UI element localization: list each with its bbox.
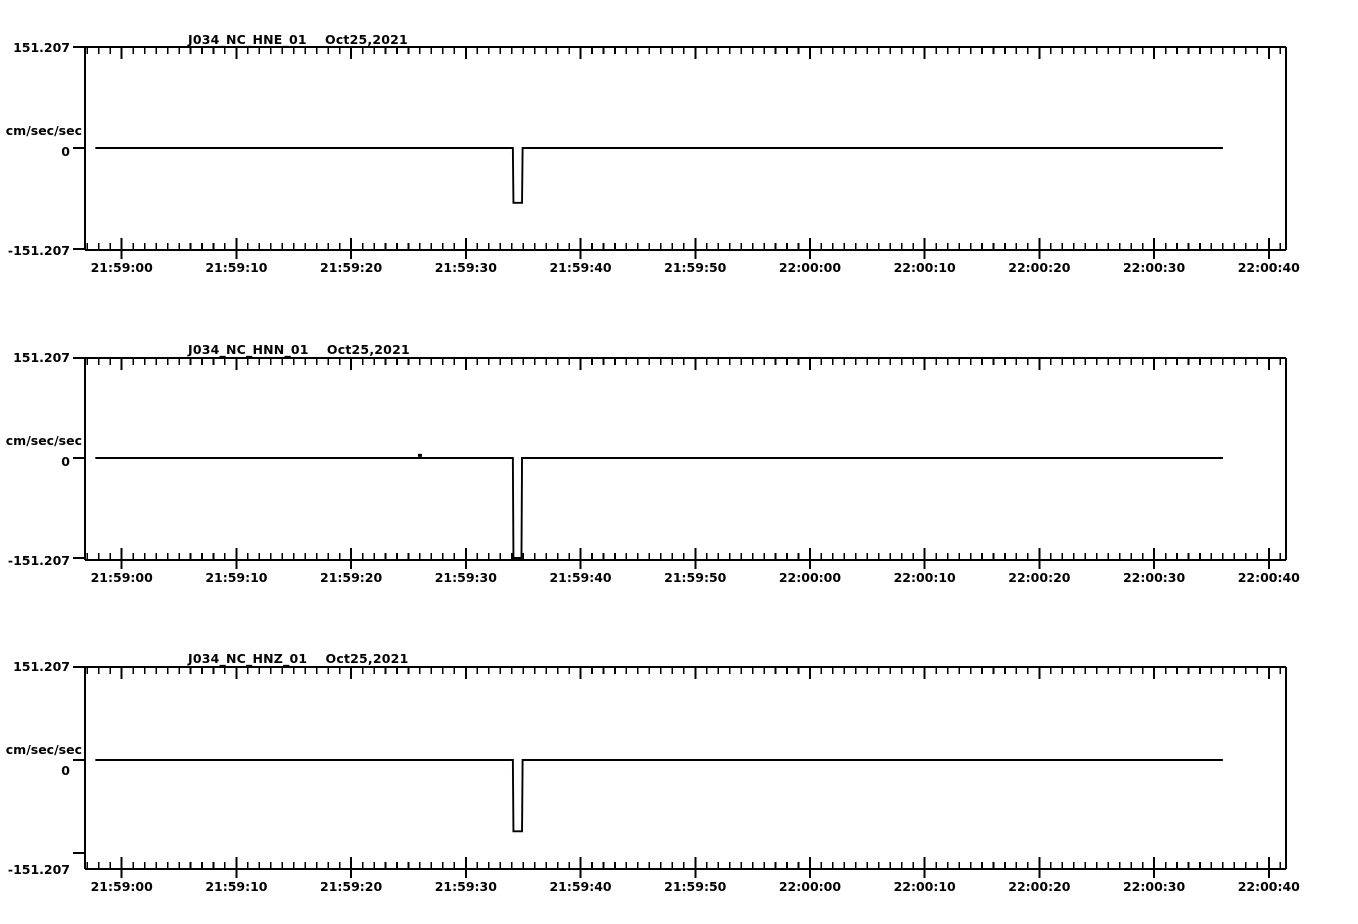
seismogram-panel-hne: J034_NC_HNE_01 Oct25,2021 151.207 cm/sec… (0, 0, 1358, 300)
axis-ticks-hne (73, 46, 1282, 259)
waveform-trace-hnz (95, 759, 1223, 833)
axis-ticks-hnn (73, 357, 1282, 569)
x-axis-tick-labels-hne: 21:59:00 21:59:10 21:59:20 21:59:30 21:59:40… (91, 260, 1301, 275)
x-tick-label: 21:59:30 (435, 260, 497, 275)
axes-frame-hnn (84, 357, 1287, 561)
x-tick-label: 21:59:20 (320, 260, 382, 275)
x-tick-label: 22:00:00 (779, 570, 841, 585)
plot-area-hne: J034_NC_HNE_01 Oct25,2021 151.207 cm/sec… (6, 32, 1301, 275)
y-axis-max-label-hne: 151.207 (13, 40, 70, 55)
x-tick-label: 21:59:10 (205, 570, 267, 585)
x-tick-label: 22:00:20 (1008, 879, 1070, 894)
axis-ticks-hnz (73, 666, 1282, 878)
x-tick-label: 21:59:40 (549, 879, 611, 894)
waveform-blip-marker (417, 453, 422, 457)
y-axis-units-label-hnn: cm/sec/sec (6, 433, 82, 448)
x-tick-label: 21:59:00 (91, 570, 153, 585)
x-tick-label: 22:00:20 (1008, 260, 1070, 275)
plot-area-hnz: J034_NC_HNZ_01 Oct25,2021 151.207 cm/sec… (6, 651, 1301, 894)
x-tick-label: 21:59:10 (205, 260, 267, 275)
x-tick-label: 21:59:10 (205, 879, 267, 894)
x-tick-label: 22:00:30 (1123, 879, 1185, 894)
waveform-trace-hnn (95, 457, 1223, 559)
x-tick-label: 22:00:40 (1238, 260, 1300, 275)
x-tick-label: 21:59:40 (549, 570, 611, 585)
x-tick-label: 21:59:00 (91, 260, 153, 275)
x-axis-tick-labels-hnn: 21:59:00 21:59:10 21:59:20 21:59:30 21:59:40… (91, 570, 1301, 585)
x-tick-label: 21:59:30 (435, 879, 497, 894)
y-axis-units-label-hnz: cm/sec/sec (6, 742, 82, 757)
x-tick-label: 21:59:40 (549, 260, 611, 275)
x-tick-label: 22:00:00 (779, 260, 841, 275)
x-tick-label: 22:00:20 (1008, 570, 1070, 585)
y-axis-zero-label-hnn: 0 (61, 454, 70, 469)
x-tick-label: 22:00:40 (1238, 879, 1300, 894)
x-tick-label: 22:00:30 (1123, 260, 1185, 275)
x-tick-label: 21:59:30 (435, 570, 497, 585)
x-tick-label: 22:00:30 (1123, 570, 1185, 585)
x-tick-label: 21:59:00 (91, 879, 153, 894)
panel-title-hne: J034_NC_HNE_01 Oct25,2021 (187, 32, 408, 48)
x-tick-label: 21:59:50 (664, 570, 726, 585)
x-tick-label: 22:00:10 (894, 879, 956, 894)
y-axis-max-label-hnn: 151.207 (13, 350, 70, 365)
x-tick-label: 21:59:20 (320, 879, 382, 894)
x-tick-label: 21:59:50 (664, 879, 726, 894)
plot-area-hnn: J034_NC_HNN_01 Oct25,2021 151.207 cm/sec… (6, 342, 1301, 585)
seismogram-panel-hnz: J034_NC_HNZ_01 Oct25,2021 151.207 cm/sec… (0, 619, 1358, 924)
y-axis-min-label-hne: -151.207 (8, 243, 70, 258)
waveform-trace-hne (95, 147, 1223, 204)
panel-title-hnn: J034_NC_HNN_01 Oct25,2021 (187, 342, 410, 358)
y-axis-zero-label-hnz: 0 (61, 763, 70, 778)
x-tick-label: 22:00:10 (894, 570, 956, 585)
x-tick-label: 21:59:20 (320, 570, 382, 585)
y-axis-zero-label-hne: 0 (61, 144, 70, 159)
panel-title-hnz: J034_NC_HNZ_01 Oct25,2021 (187, 651, 408, 667)
y-axis-min-label-hnz: -151.207 (8, 862, 70, 877)
x-tick-label: 22:00:10 (894, 260, 956, 275)
x-tick-label: 22:00:40 (1238, 570, 1300, 585)
x-tick-label: 22:00:00 (779, 879, 841, 894)
seismogram-panel-hnn: J034_NC_HNN_01 Oct25,2021 151.207 cm/sec… (0, 310, 1358, 610)
y-axis-units-label-hne: cm/sec/sec (6, 123, 82, 138)
x-tick-label: 21:59:50 (664, 260, 726, 275)
y-axis-min-label-hnn: -151.207 (8, 553, 70, 568)
axes-frame-hnz (84, 666, 1287, 870)
y-axis-max-label-hnz: 151.207 (13, 659, 70, 674)
x-axis-tick-labels-hnz: 21:59:00 21:59:10 21:59:20 21:59:30 21:59:40… (91, 879, 1301, 894)
